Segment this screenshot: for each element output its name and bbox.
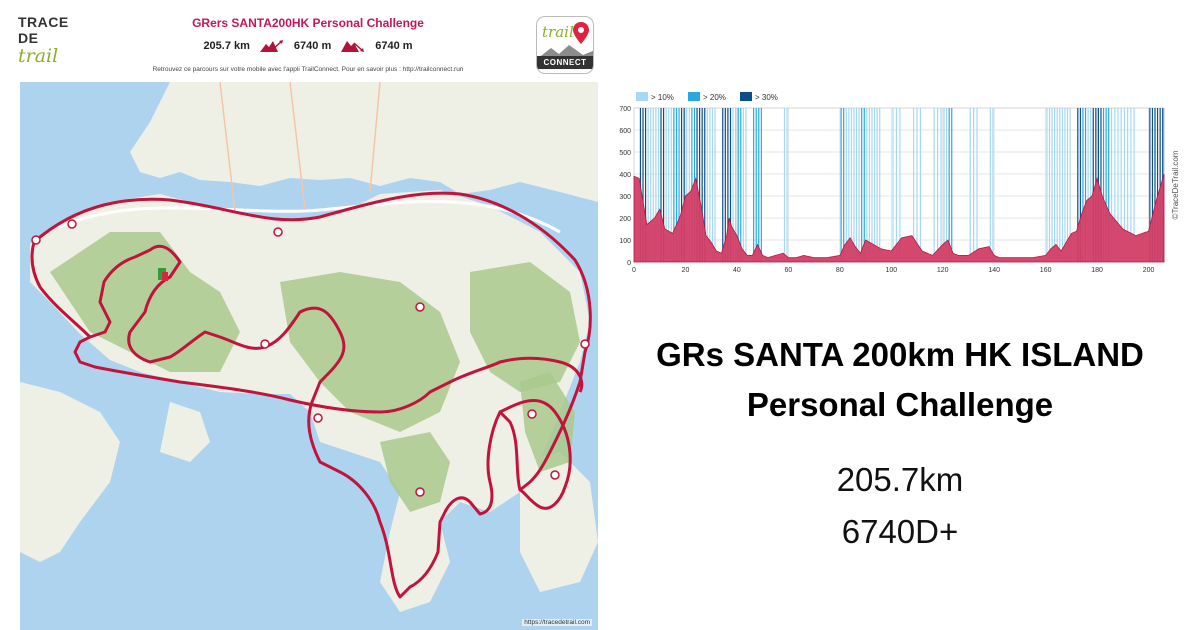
headline-elevation: 6740D+ [841, 513, 959, 550]
west-island-land [20, 382, 120, 562]
headline-line2: Personal Challenge [746, 386, 1054, 423]
brand-line3: trail [18, 45, 59, 67]
elevation-area [633, 173, 1165, 263]
route-loop-east [499, 398, 572, 510]
trailconnect-promo[interactable]: Retrouvez ce parcours sur votre mobile a… [152, 66, 464, 73]
y-tick-label: 700 [619, 106, 631, 113]
x-tick-label: 140 [988, 267, 1000, 274]
x-tick-label: 0 [632, 267, 636, 274]
se-island-land [520, 452, 598, 592]
mountain-icon [537, 45, 593, 59]
route-map-card: TRACE DE trail GRers SANTA200HK Personal… [8, 6, 598, 630]
brand-line2: DE [18, 30, 39, 46]
waypoint-marker [31, 235, 41, 245]
headline-distance: 205.7km [836, 461, 964, 498]
route-line [33, 191, 592, 599]
map-distance: 205.7 km [203, 39, 250, 52]
x-tick-label: 180 [1091, 267, 1103, 274]
location-pin-icon [573, 22, 589, 44]
south-peninsula-land [380, 492, 450, 612]
x-tick-label: 20 [682, 267, 690, 274]
legend-swatch [740, 92, 752, 101]
kowloon-land [130, 82, 598, 202]
legend-label: > 30% [755, 93, 778, 102]
y-tick-label: 200 [619, 216, 631, 223]
y-tick-label: 400 [619, 172, 631, 179]
forest-west [50, 232, 240, 372]
y-tick-label: 0 [627, 260, 631, 267]
y-tick-label: 600 [619, 128, 631, 135]
forest-se [520, 372, 575, 472]
x-tick-label: 100 [885, 267, 897, 274]
waypoint-markers [31, 219, 590, 497]
map-ascent: 6740 m [293, 39, 332, 52]
legend-label: > 10% [651, 93, 674, 102]
y-tick-label: 100 [619, 238, 631, 245]
headline-line1: GRs SANTA 200km HK ISLAND [656, 336, 1144, 373]
profile-credit: ©TraceDeTrail.com [1171, 150, 1180, 219]
start-finish-marker-red [162, 272, 168, 281]
trailconnect-logo-top: trail [542, 23, 574, 41]
y-tick-label: 300 [619, 194, 631, 201]
route-map[interactable]: https://tracedetrail.com [20, 82, 598, 630]
y-tick-label: 500 [619, 150, 631, 157]
trailconnect-logo[interactable]: trail CONNECT [536, 16, 594, 74]
route-loop-west [30, 241, 92, 339]
waypoint-marker [550, 470, 560, 480]
x-tick-label: 120 [937, 267, 949, 274]
headline: GRs SANTA 200km HK ISLAND Personal Chall… [600, 330, 1200, 430]
south-islet [160, 402, 210, 462]
x-tick-label: 200 [1143, 267, 1155, 274]
legend-label: > 20% [703, 93, 726, 102]
map-descent: 6740 m [375, 39, 413, 52]
waypoint-marker [67, 219, 77, 229]
brand-line1: TRACE [18, 14, 69, 30]
x-tick-label: 40 [733, 267, 741, 274]
waypoint-marker [415, 487, 425, 497]
road-cross [219, 82, 381, 213]
descent-icon [341, 41, 365, 52]
elevation-chart: 0 100 200 300 400 500 600 700 0 20 40 60 80 100 120 140… [619, 92, 1180, 274]
elevation-profile: 0 100 200 300 400 500 600 700 0 20 40 60 80 100 120 140… [612, 86, 1196, 282]
x-tick-label: 160 [1040, 267, 1052, 274]
waypoint-marker [527, 409, 537, 419]
map-canvas [20, 82, 598, 630]
map-stats-row: 205.7 km 6740 m 6740 m [88, 39, 528, 52]
map-title: GRers SANTA200HK Personal Challenge [192, 16, 424, 30]
waypoint-marker [273, 227, 283, 237]
waypoint-marker [260, 339, 270, 349]
trace-de-trail-logo[interactable]: TRACE DE trail [18, 14, 78, 66]
waypoint-marker [415, 302, 425, 312]
forest-south [380, 432, 450, 512]
waypoint-marker [580, 339, 590, 349]
road-north [59, 200, 561, 234]
ascent-icon [259, 40, 283, 52]
legend-swatch [688, 92, 700, 101]
x-tick-label: 80 [836, 267, 844, 274]
waypoint-marker [313, 413, 323, 423]
trailconnect-logo-bottom: CONNECT [537, 56, 593, 69]
x-tick-label: 60 [784, 267, 792, 274]
map-credit[interactable]: https://tracedetrail.com [522, 619, 592, 626]
legend-swatch [636, 92, 648, 101]
